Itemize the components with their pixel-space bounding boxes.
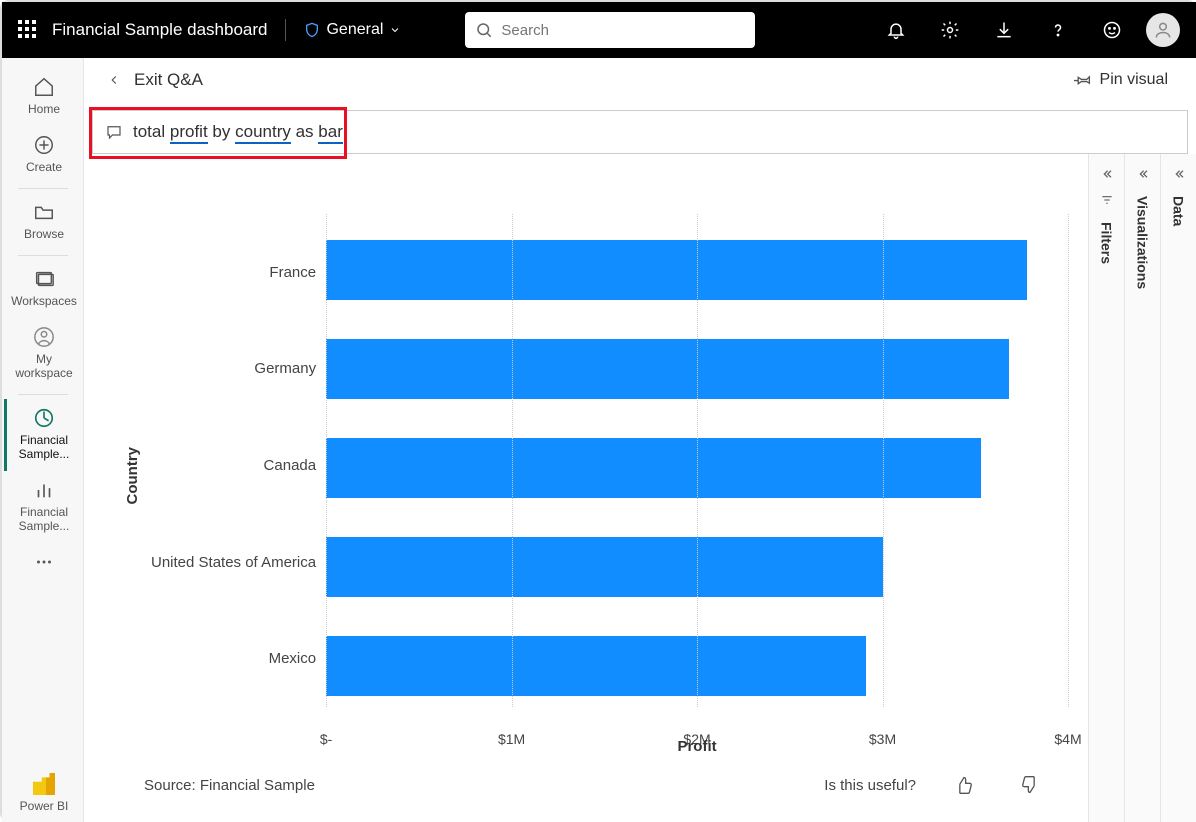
folder-icon (33, 201, 55, 223)
nav-divider (18, 394, 68, 395)
account-avatar[interactable] (1146, 13, 1180, 47)
nav-label: Financial Sample... (9, 433, 80, 461)
panel-label: Data (1171, 196, 1187, 226)
download-button[interactable] (984, 10, 1024, 50)
x-tick-label: $4M (1054, 731, 1081, 747)
sensitivity-label: General (326, 21, 383, 39)
chevron-left-icon (107, 73, 121, 87)
chevron-down-icon (389, 24, 401, 36)
bar[interactable] (326, 636, 866, 696)
nav-label: Home (28, 102, 60, 116)
nav-divider (18, 188, 68, 189)
category-label: Canada (151, 435, 316, 495)
nav-label: Browse (24, 227, 64, 241)
bar[interactable] (326, 240, 1027, 300)
top-app-bar: Financial Sample dashboard General (2, 2, 1196, 58)
chat-icon (105, 123, 123, 141)
category-label: Germany (151, 339, 316, 399)
search-box[interactable] (465, 12, 755, 48)
main-content: Exit Q&A Pin visual total profit by coun… (84, 58, 1196, 822)
back-button[interactable] (102, 68, 126, 92)
feedback-button[interactable] (1092, 10, 1132, 50)
x-tick-label: $3M (869, 731, 896, 747)
help-button[interactable] (1038, 10, 1078, 50)
useful-prompt: Is this useful? (824, 777, 916, 794)
nav-financial-sample-report[interactable]: Financial Sample... (4, 471, 82, 543)
left-nav: Home Create Browse Workspaces My workspa… (2, 58, 84, 822)
qna-query-text: total profit by country as bar (133, 122, 343, 142)
bar[interactable] (326, 339, 1009, 399)
collapse-icon (1099, 166, 1115, 182)
sensitivity-selector[interactable]: General (304, 21, 401, 39)
chart-plot-area: $-$1M$2M$3M$4M Profit (326, 194, 1068, 757)
panel-label: Visualizations (1135, 196, 1151, 289)
category-label: France (151, 242, 316, 302)
workspaces-icon (33, 268, 55, 290)
ellipsis-icon (33, 551, 55, 573)
collapse-icon (1135, 166, 1151, 182)
x-tick-label: $1M (498, 731, 525, 747)
download-icon (994, 20, 1014, 40)
nav-label: Power BI (20, 799, 69, 813)
page-header: Exit Q&A Pin visual (84, 58, 1196, 102)
power-bi-logo-icon (33, 773, 55, 795)
category-label: Mexico (151, 629, 316, 689)
search-icon (475, 21, 493, 39)
nav-my-workspace[interactable]: My workspace (4, 318, 82, 390)
chart-visual[interactable]: Country France Germany Canada United States… (84, 154, 1088, 822)
x-axis-title: Profit (677, 738, 716, 755)
create-icon (33, 134, 55, 156)
side-panels: Filters Visualizations Data (1088, 154, 1196, 822)
app-launcher-icon[interactable] (18, 20, 38, 40)
y-axis-labels: France Germany Canada United States of Amer… (151, 194, 326, 757)
bell-icon (886, 20, 906, 40)
search-input[interactable] (501, 22, 745, 39)
settings-button[interactable] (930, 10, 970, 50)
x-tick-label: $- (320, 731, 332, 747)
thumbs-up-button[interactable] (946, 767, 982, 803)
nav-label: Financial Sample... (9, 505, 80, 533)
my-workspace-icon (33, 326, 55, 348)
pin-label: Pin visual (1100, 71, 1168, 89)
pin-icon (1074, 71, 1092, 89)
category-label: United States of America (151, 532, 316, 592)
help-icon (1048, 20, 1068, 40)
nav-browse[interactable]: Browse (4, 193, 82, 251)
nav-label: Create (26, 160, 62, 174)
source-label: Source: Financial Sample (144, 777, 315, 794)
nav-label: Workspaces (11, 294, 77, 308)
nav-more[interactable] (4, 543, 82, 587)
panel-label: Filters (1099, 222, 1115, 264)
bar[interactable] (326, 537, 882, 597)
shield-icon (304, 21, 320, 39)
report-icon (33, 479, 55, 501)
thumbs-down-button[interactable] (1012, 767, 1048, 803)
notifications-button[interactable] (876, 10, 916, 50)
collapse-icon (1171, 166, 1187, 182)
nav-workspaces[interactable]: Workspaces (4, 260, 82, 318)
exit-qna-label[interactable]: Exit Q&A (134, 70, 203, 90)
nav-power-bi[interactable]: Power BI (4, 765, 82, 822)
separator (285, 19, 286, 41)
thumbs-down-icon (1020, 775, 1040, 795)
visualizations-panel[interactable]: Visualizations (1124, 154, 1160, 822)
nav-home[interactable]: Home (4, 68, 82, 126)
dashboard-title: Financial Sample dashboard (52, 20, 267, 40)
data-panel[interactable]: Data (1160, 154, 1196, 822)
smiley-icon (1102, 20, 1122, 40)
nav-create[interactable]: Create (4, 126, 82, 184)
thumbs-up-icon (954, 775, 974, 795)
nav-label: My workspace (9, 352, 80, 380)
home-icon (33, 76, 55, 98)
pin-visual-button[interactable]: Pin visual (1064, 65, 1178, 95)
y-axis-title: Country (124, 447, 141, 505)
dashboard-icon (33, 407, 55, 429)
nav-divider (18, 255, 68, 256)
person-icon (1153, 20, 1173, 40)
nav-financial-sample-dashboard[interactable]: Financial Sample... (4, 399, 82, 471)
gear-icon (940, 20, 960, 40)
filter-icon (1099, 192, 1115, 208)
qna-input-bar[interactable]: total profit by country as bar (92, 110, 1188, 154)
filters-panel[interactable]: Filters (1088, 154, 1124, 822)
